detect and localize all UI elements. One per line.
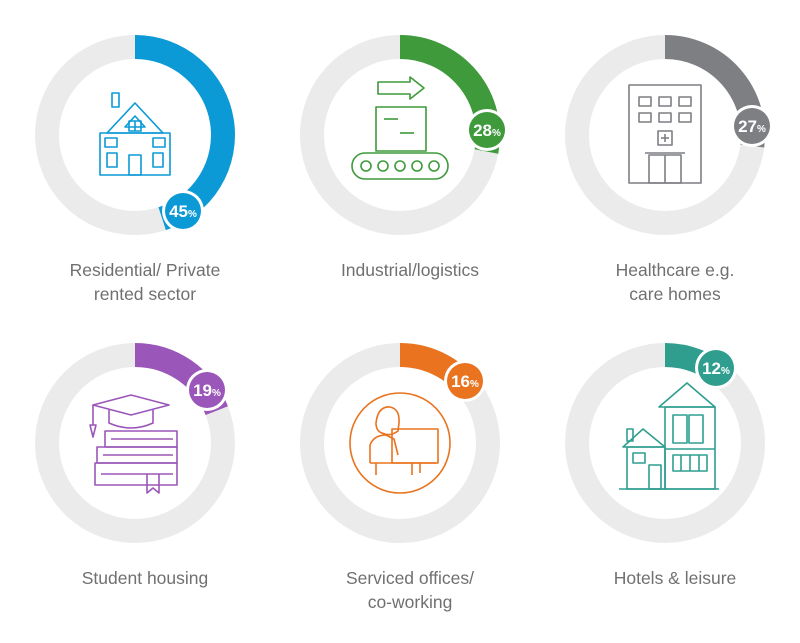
label-line: Healthcare e.g.	[615, 260, 735, 280]
modern-house-icon	[619, 382, 719, 490]
category-label-student-housing: Student housing	[25, 566, 265, 590]
svg-text:27%: 27%	[738, 117, 766, 136]
pct-unit: %	[470, 379, 479, 390]
svg-text:12%: 12%	[702, 359, 730, 378]
category-label-serviced-offices: Serviced offices/ co-working	[290, 566, 530, 614]
label-line: care homes	[629, 284, 721, 304]
conveyor-box-icon	[351, 76, 449, 180]
house-icon	[99, 92, 171, 176]
donut-tile-hotels-leisure: 12% Hotels & leisure	[565, 343, 785, 643]
pct-value: 27	[738, 117, 757, 136]
pct-badge-industrial	[469, 112, 505, 148]
pct-badge-student-housing	[189, 372, 225, 408]
donut-chart-residential: 45%	[35, 35, 235, 235]
donut-chart-healthcare: 27%	[565, 35, 773, 235]
svg-text:16%: 16%	[451, 372, 479, 391]
pct-unit: %	[757, 124, 766, 135]
label-line: Hotels & leisure	[613, 568, 737, 588]
pct-badge-hotels-leisure	[698, 350, 734, 386]
label-line: rented sector	[93, 284, 197, 304]
donut-tile-student-housing: 19% Student housing	[35, 343, 255, 643]
books-graduation-cap-icon	[89, 394, 178, 494]
donut-chart-industrial: 28%	[300, 35, 508, 235]
pct-value: 45	[169, 202, 188, 221]
pct-value: 28	[473, 121, 492, 140]
donut-chart-hotels-leisure: 12%	[565, 343, 765, 543]
category-label-healthcare: Healthcare e.g. care homes	[555, 258, 795, 306]
person-at-desk-icon	[349, 392, 451, 494]
category-label-industrial: Industrial/logistics	[290, 258, 530, 282]
donut-chart-student-housing: 19%	[35, 343, 235, 543]
label-line: Residential/ Private	[69, 260, 221, 280]
pct-badge-serviced-offices	[447, 363, 483, 399]
pct-value: 19	[193, 381, 212, 400]
pct-value: 12	[702, 359, 721, 378]
label-line: Industrial/logistics	[340, 260, 480, 280]
pct-unit: %	[188, 209, 197, 220]
label-line: Student housing	[81, 568, 209, 588]
pct-badge-healthcare	[734, 108, 770, 144]
donut-tile-healthcare: 27% Healthcare e.g. care homes	[565, 35, 785, 335]
donut-tile-industrial: 28% Industrial/logistics	[300, 35, 520, 335]
donut-chart-serviced-offices: 16%	[300, 343, 500, 543]
svg-text:45%: 45%	[169, 202, 197, 221]
donut-tile-residential: 45% Residential/ Private rented sector	[35, 35, 255, 335]
category-label-residential: Residential/ Private rented sector	[25, 258, 265, 306]
pct-unit: %	[492, 128, 501, 139]
label-line: co-working	[367, 592, 453, 612]
donut-tile-serviced-offices: 16% Serviced offices/ co-working	[300, 343, 520, 643]
pct-unit: %	[721, 366, 730, 377]
category-label-hotels-leisure: Hotels & leisure	[555, 566, 795, 590]
pct-badge-residential	[165, 193, 201, 229]
pct-value: 16	[451, 372, 470, 391]
hospital-building-icon	[628, 84, 702, 184]
pct-unit: %	[212, 388, 221, 399]
svg-text:19%: 19%	[193, 381, 221, 400]
svg-text:28%: 28%	[473, 121, 501, 140]
label-line: Serviced offices/	[345, 568, 475, 588]
